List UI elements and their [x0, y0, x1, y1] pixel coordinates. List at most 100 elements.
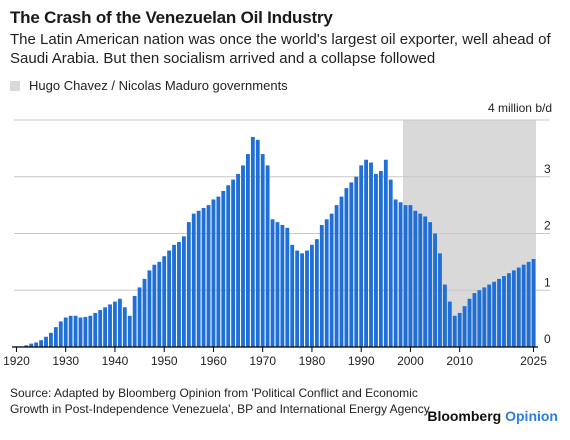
- bar: [196, 210, 201, 347]
- bar: [122, 307, 127, 347]
- bar: [521, 264, 526, 347]
- bar: [369, 162, 373, 347]
- bar: [53, 327, 58, 347]
- bar: [108, 304, 112, 347]
- x-tick-label: 1970: [249, 354, 276, 368]
- bar: [305, 250, 309, 347]
- bar: [285, 227, 290, 347]
- x-tick-label: 1980: [299, 354, 326, 368]
- bar: [314, 239, 319, 347]
- bar: [191, 213, 196, 347]
- bar: [216, 196, 221, 347]
- bar: [300, 253, 305, 347]
- bar: [349, 182, 354, 347]
- x-tick-label: 2000: [397, 354, 424, 368]
- chart-subtitle: The Latin American nation was once the w…: [10, 31, 551, 67]
- bar: [477, 290, 482, 347]
- bar: [236, 173, 240, 347]
- bar: [221, 190, 226, 347]
- x-tick-label: 1940: [102, 354, 129, 368]
- bar: [408, 205, 413, 347]
- bar: [511, 270, 516, 347]
- bar: [457, 312, 462, 347]
- bar: [393, 199, 398, 347]
- bar: [403, 205, 408, 347]
- y-tick-label: 3: [544, 162, 551, 176]
- x-tick-label: 2010: [446, 354, 473, 368]
- bar: [359, 165, 364, 347]
- bar: [354, 176, 359, 347]
- bar: [255, 139, 260, 347]
- bar: [201, 207, 206, 347]
- bar: [280, 224, 285, 347]
- bar: [245, 154, 250, 347]
- bar: [250, 137, 255, 347]
- y-unit-label: 4 million b/d: [488, 101, 552, 115]
- bar: [162, 256, 167, 347]
- y-tick-label: 1: [544, 275, 551, 289]
- bar: [137, 287, 142, 347]
- bar: [177, 242, 181, 347]
- legend-label: Hugo Chavez / Nicolas Maduro governments: [29, 78, 288, 93]
- bar: [334, 205, 339, 347]
- bar: [93, 312, 98, 347]
- brand-name: Bloomberg: [427, 408, 502, 424]
- x-tick-label: 1960: [200, 354, 227, 368]
- bar: [497, 278, 501, 347]
- bar: [295, 250, 300, 347]
- bar: [78, 317, 83, 347]
- bar: [226, 185, 231, 347]
- bar: [462, 306, 467, 347]
- bar: [428, 222, 433, 347]
- bar: [472, 293, 477, 347]
- bar: [364, 159, 369, 347]
- bar: [83, 316, 88, 347]
- bar: [452, 315, 457, 347]
- bar: [447, 301, 452, 347]
- x-tick-label: 1950: [151, 354, 178, 368]
- source-note: Source: Adapted by Bloomberg Opinion fro…: [10, 386, 430, 416]
- bar: [270, 219, 275, 347]
- bar: [433, 233, 437, 347]
- bar: [526, 261, 531, 347]
- bar: [413, 210, 418, 347]
- bar: [63, 317, 68, 347]
- bar: [172, 244, 176, 347]
- bar: [211, 199, 216, 347]
- bar-chart: 0 1 2 3 4 million b/d 1920 1930 1940 1950 1960 197…: [3, 101, 552, 368]
- bar: [383, 159, 388, 347]
- bar: [290, 244, 295, 347]
- bar: [241, 165, 245, 347]
- bar: [49, 332, 53, 347]
- bar: [319, 224, 324, 347]
- x-tick-label: 2025: [520, 354, 547, 368]
- bar: [24, 345, 29, 347]
- bar: [265, 165, 270, 347]
- bar: [73, 315, 78, 347]
- bar: [438, 253, 442, 347]
- bar: [467, 298, 472, 347]
- bar: [487, 284, 492, 347]
- bar: [531, 259, 536, 347]
- bar: [186, 222, 191, 347]
- bar: [29, 343, 34, 347]
- bar: [482, 287, 487, 347]
- bar: [310, 244, 314, 347]
- legend: Hugo Chavez / Nicolas Maduro governments: [10, 78, 288, 93]
- bar: [132, 295, 137, 347]
- bar: [127, 315, 132, 347]
- bar: [88, 315, 93, 347]
- bar: [167, 250, 172, 347]
- bar: [324, 219, 329, 347]
- bar: [502, 276, 506, 347]
- bar: [260, 154, 265, 347]
- bar: [152, 264, 157, 347]
- bar: [275, 222, 280, 347]
- brand-logo: Bloomberg Opinion: [427, 408, 558, 424]
- chart-title: The Crash of the Venezuelan Oil Industry: [10, 8, 333, 27]
- bar: [344, 188, 349, 347]
- brand-accent: Opinion: [505, 408, 558, 424]
- bar: [418, 213, 423, 347]
- bar: [34, 342, 39, 347]
- bar: [44, 336, 48, 347]
